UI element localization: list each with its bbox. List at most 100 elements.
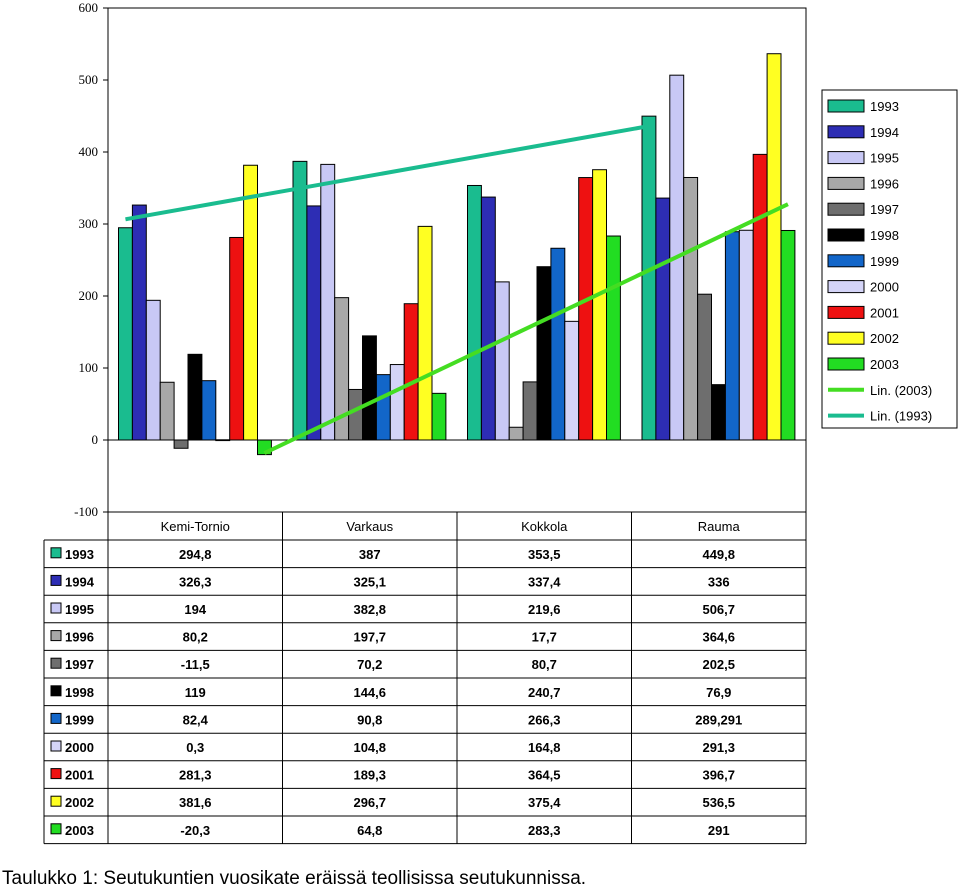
bar-1998-Varkaus [362,335,377,441]
table-header-Varkaus: Varkaus [346,519,393,534]
table-cell: 449,8 [702,547,735,562]
y-tick-label: 600 [79,0,99,15]
table-swatch-2000 [50,740,62,752]
table-swatch-2001 [50,768,62,780]
table-cell: 296,7 [353,795,386,810]
table-cell: 506,7 [702,602,735,617]
table-row-label-1997: 1997 [65,657,94,672]
table-cell: 396,7 [702,768,735,783]
bar-1994-Rauma [655,197,671,441]
bar-2002-Varkaus [417,225,433,441]
table-cell: 266,3 [528,712,561,727]
legend-label-1994: 1994 [870,125,899,140]
bar-1995-Varkaus [320,163,336,441]
bar-1994-Kemi-Tornio [131,204,147,441]
table-cell: 64,8 [357,823,382,838]
legend-swatch-2003 [827,357,865,371]
table-cell: 82,4 [183,712,209,727]
legend-label-1995: 1995 [870,151,899,166]
table-cell: 336 [708,574,730,589]
bar-1995-Kokkola [494,281,510,441]
table-swatch-1997 [50,657,62,669]
bar-1996-Rauma [683,176,699,441]
table-cell: 119 [185,685,206,700]
table-cell: 294,8 [179,547,212,562]
table-row-label-1999: 1999 [65,712,94,727]
table-cell: 17,7 [532,630,557,645]
legend-label-2003: 2003 [870,357,899,372]
table-cell: 80,7 [532,657,557,672]
table-swatch-1995 [50,602,62,614]
legend-label-1993: 1993 [870,99,899,114]
table-row-label-1994: 1994 [65,574,95,589]
bar-1998-Rauma [711,384,726,441]
table-cell: 70,2 [357,657,382,672]
bar-2002-Kemi-Tornio [243,164,259,441]
table-cell: 164,8 [528,740,561,755]
table-cell: 337,4 [528,574,561,589]
table-cell: -11,5 [181,657,210,672]
bar-1996-Kemi-Tornio [159,381,175,441]
table-swatch-2003 [50,823,62,835]
bar-2000-Varkaus [389,364,405,441]
legend-label-trend-1993: Lin. (1993) [870,409,932,424]
table-cell: 80,2 [183,630,208,645]
table-row-label-2001: 2001 [65,768,94,783]
table-cell: 289,291 [695,712,742,727]
table-row-label-1995: 1995 [65,602,94,617]
data-table: Kemi-Tornio Varkaus Kokkola Rauma 1993 294,8 3… [43,512,807,845]
table-cell: 281,3 [179,768,212,783]
legend-swatch-1993 [827,99,865,113]
table-swatch-1994 [50,574,62,586]
y-tick-label: 0 [92,432,99,447]
table-row-label-2002: 2002 [65,795,94,810]
y-tick-label: 100 [79,360,99,375]
table-cell: 353,5 [528,547,561,562]
legend-swatch-2002 [827,331,865,345]
table-cell: 283,3 [528,823,561,838]
legend-swatch-1999 [827,254,865,268]
table-row-label-2000: 2000 [65,740,94,755]
table-cell: 364,5 [528,768,561,783]
y-tick-label: 200 [79,288,99,303]
table-swatch-1996 [50,630,62,642]
figure-caption: Taulukko 1: Seutukuntien vuosikate eräis… [2,868,587,889]
bar-1997-Varkaus [348,388,364,441]
bar-2000-Kemi-Tornio [215,439,231,442]
table-cell: 194 [184,602,206,617]
table-row-label-2003: 2003 [65,823,94,838]
bar-1994-Kokkola [480,196,496,441]
legend-label-1999: 1999 [870,254,899,269]
table-cell: 240,7 [528,685,561,700]
table-row-label-1993: 1993 [65,547,94,562]
legend-swatch-1994 [827,125,865,139]
legend-label-2000: 2000 [870,280,899,295]
table-swatch-1993 [50,547,62,559]
table-cell: 76,9 [706,685,731,700]
bar-2000-Rauma [738,229,754,441]
bar-1997-Kokkola [522,381,538,441]
table-cell: 219,6 [528,602,561,617]
bar-1999-Kokkola [550,247,566,441]
table-cell: 325,1 [353,574,386,589]
legend-label-1997: 1997 [870,202,899,217]
bar-2002-Rauma [766,53,782,441]
y-tick-label: 300 [79,216,99,231]
y-tick-label: 400 [79,144,99,159]
chart-trendlines [125,124,789,455]
bar-1998-Kemi-Tornio [187,353,203,441]
table-cell: 375,4 [528,795,561,810]
bar-2001-Kokkola [578,177,594,441]
table-cell: 387 [359,547,381,562]
legend-swatch-2000 [827,280,865,294]
bar-2000-Kokkola [564,320,580,441]
table-cell: 291 [708,823,730,838]
bar-2003-Rauma [780,229,796,441]
bar-2003-Kokkola [606,235,621,441]
table-header-Kemi-Tornio: Kemi-Tornio [161,519,230,534]
table-header-Kokkola: Kokkola [521,519,568,534]
bar-1995-Kemi-Tornio [145,299,161,441]
bar-1999-Kemi-Tornio [201,380,217,441]
legend-label-2001: 2001 [870,305,899,320]
